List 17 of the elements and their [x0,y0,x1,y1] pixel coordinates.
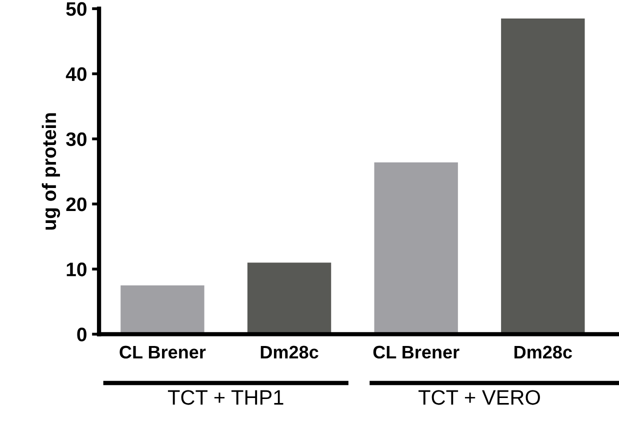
text: TCT + VERO [418,390,540,405]
x-tick-label: Dm28c [260,346,318,359]
bar [501,18,585,334]
y-tick-label: 40 [66,67,86,82]
x-tick-label: Dm28c [514,346,572,359]
x-tick-label: CL Brener [120,346,206,359]
bar [374,162,458,334]
bar [247,262,332,334]
x-tick-label: CL Brener [373,346,460,359]
y-tick-label: 0 [77,328,86,342]
y-tick-label: 10 [66,262,86,276]
y-tick-label: 20 [66,197,86,212]
y-tick-label: 30 [66,132,86,146]
text: TCT + THP1 [168,390,284,405]
bar [120,285,204,334]
y-axis-title: ug of protein [42,113,60,230]
y-tick-label: 50 [66,2,86,16]
